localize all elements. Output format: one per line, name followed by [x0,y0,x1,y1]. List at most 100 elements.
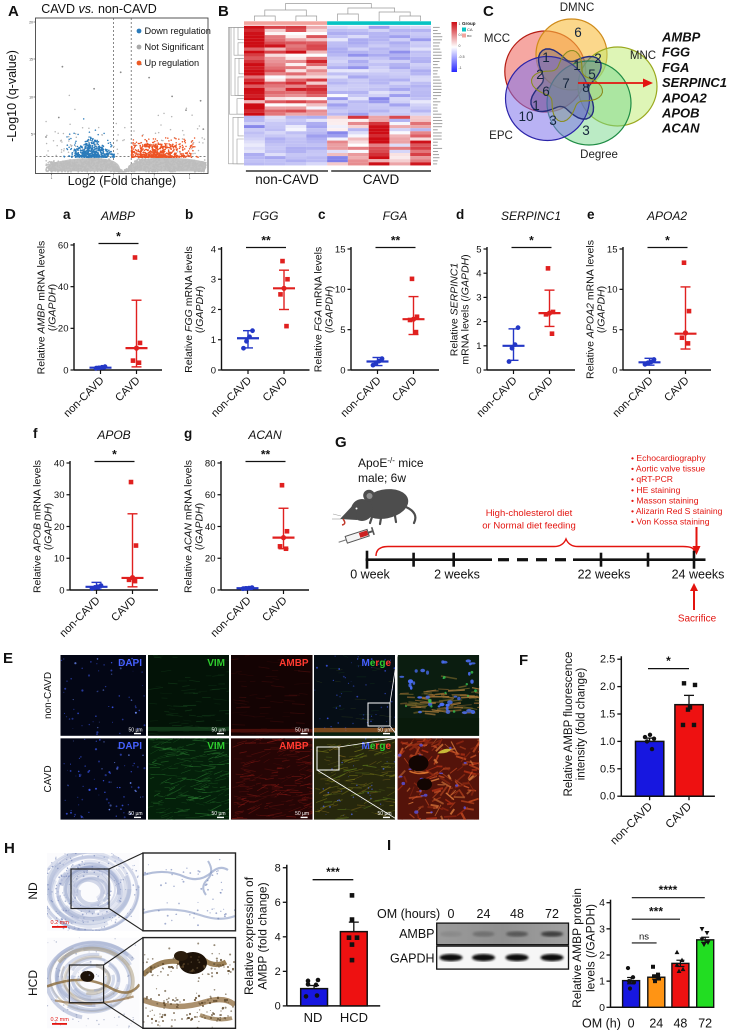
svg-text:0.0: 0.0 [600,791,615,803]
svg-text:1.0: 1.0 [600,736,615,748]
svg-text:1: 1 [542,50,550,65]
svg-text:mRNA levels (/GAPDH): mRNA levels (/GAPDH) [460,254,472,364]
svg-text:6: 6 [275,897,281,909]
svg-text:0: 0 [59,585,64,596]
svg-text:40: 40 [54,458,65,469]
svg-text:FGA: FGA [383,209,408,223]
svg-text:0 week: 0 week [350,568,390,582]
svg-text:• qRT-PCR: • qRT-PCR [631,474,673,484]
svg-text:DAPI: DAPI [118,658,142,669]
svg-text:20: 20 [58,324,69,335]
svg-text:50 µm: 50 µm [212,811,226,817]
svg-text:g: g [184,426,192,441]
svg-text:AMBP: AMBP [100,209,135,223]
svg-text:20: 20 [205,554,216,565]
svg-text:• Von Kossa staining: • Von Kossa staining [631,517,710,527]
svg-text:CAVD: CAVD [260,595,290,625]
svg-text:4: 4 [476,269,481,280]
svg-text:CAVD vs. non-CAVD: CAVD vs. non-CAVD [41,2,157,16]
svg-text:G: G [335,434,347,451]
svg-text:0: 0 [211,365,216,376]
svg-text:0: 0 [210,585,215,596]
svg-text:5: 5 [476,244,481,255]
svg-text:or Normal diet feeding: or Normal diet feeding [482,521,575,532]
svg-text:High-cholesterol diet: High-cholesterol diet [486,508,573,519]
svg-text:FGG: FGG [662,45,690,60]
svg-text:10: 10 [29,96,33,100]
svg-text:80: 80 [205,458,216,469]
svg-text:4: 4 [275,932,281,944]
svg-text:3: 3 [476,293,481,304]
svg-text:Relative AMBP mRNA levels: Relative AMBP mRNA levels [36,241,48,375]
svg-text:8: 8 [275,863,281,875]
svg-text:Relative APOB mRNA levels: Relative APOB mRNA levels [32,460,44,593]
svg-text:6: 6 [542,84,550,99]
svg-text:C: C [483,3,494,20]
svg-text:no: no [467,33,472,38]
svg-text:male; 6w: male; 6w [358,471,406,485]
svg-text:AMBP: AMBP [279,658,309,669]
svg-text:60: 60 [205,490,216,501]
svg-text:2.0: 2.0 [600,681,615,693]
svg-text:Relative expression of: Relative expression of [242,876,256,995]
svg-text:50 µm: 50 µm [295,811,309,817]
svg-text:50 µm: 50 µm [129,727,143,733]
svg-text:3: 3 [211,275,216,286]
svg-text:MNC: MNC [630,50,656,62]
svg-text:• HE staining: • HE staining [631,485,681,495]
svg-text:Merge: Merge [362,741,392,752]
svg-text:Down regulation: Down regulation [145,26,211,36]
svg-text:15: 15 [607,244,618,255]
svg-text:non-CAVD: non-CAVD [62,375,107,420]
svg-text:2: 2 [211,305,216,316]
svg-text:H: H [4,840,15,857]
svg-text:CAVD: CAVD [261,375,291,405]
svg-text:• Aortic valve tissue: • Aortic valve tissue [631,464,705,474]
svg-text:*: * [112,448,117,462]
svg-text:Relative AMBP fluorescence: Relative AMBP fluorescence [563,652,575,797]
svg-text:EPC: EPC [489,130,513,142]
svg-text:SERPINC1: SERPINC1 [501,209,561,223]
svg-text:2: 2 [275,966,281,978]
svg-text:CAVD: CAVD [363,172,400,187]
svg-text:1: 1 [211,335,216,346]
svg-text:VIM: VIM [207,741,225,752]
svg-text:• Echocardiography: • Echocardiography [631,453,706,463]
svg-text:2: 2 [594,51,602,66]
svg-text:CAVD: CAVD [390,375,420,405]
svg-text:0: 0 [340,365,345,376]
svg-text:*: * [665,234,670,248]
svg-text:A: A [8,3,19,20]
svg-text:3: 3 [582,123,590,138]
svg-text:50 µm: 50 µm [378,811,392,817]
svg-text:intensity (fold change): intensity (fold change) [576,668,588,781]
svg-text:24 weeks: 24 weeks [672,568,725,582]
svg-text:1: 1 [87,176,89,180]
svg-text:50 µm: 50 µm [212,727,226,733]
svg-text:APOA2: APOA2 [646,209,687,223]
svg-text:(/GAPDH): (/GAPDH) [324,286,336,333]
svg-text:5: 5 [588,67,596,82]
svg-text:non-CAVD: non-CAVD [608,801,655,848]
svg-text:(/GAPDH): (/GAPDH) [194,286,206,333]
svg-text:2: 2 [476,317,481,328]
svg-text:APOB: APOB [96,428,130,442]
svg-text:-1: -1 [459,66,462,70]
svg-text:APOB: APOB [661,106,700,121]
svg-text:20: 20 [54,522,65,533]
svg-text:HCD: HCD [26,970,40,996]
svg-text:ACAN: ACAN [247,428,282,442]
svg-text:0.5: 0.5 [459,33,464,37]
svg-text:SERPINC1: SERPINC1 [662,75,727,90]
svg-text:AMBP: AMBP [661,30,701,45]
svg-text:Up regulation: Up regulation [145,58,200,68]
svg-text:non-CAVD: non-CAVD [475,375,520,420]
svg-text:ACAN: ACAN [661,121,700,136]
svg-text:E: E [3,650,13,667]
svg-text:**: ** [391,234,401,248]
svg-text:*: * [529,234,534,248]
svg-text:CA: CA [467,27,473,32]
svg-text:5: 5 [340,325,345,336]
svg-text:1: 1 [573,58,581,73]
svg-text:4: 4 [211,244,216,255]
